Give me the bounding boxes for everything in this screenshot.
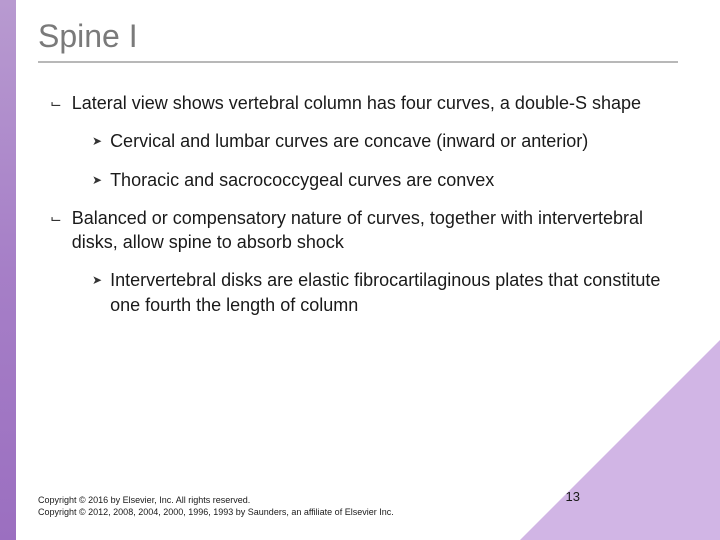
bullet-marker-lvl1: ⌙ [50, 95, 62, 115]
title-underline [38, 61, 678, 63]
copyright-line: Copyright © 2012, 2008, 2004, 2000, 1996… [38, 506, 394, 518]
bullet-item: ➤ Thoracic and sacrococcygeal curves are… [38, 168, 690, 192]
slide-content: Spine I ⌙ Lateral view shows vertebral c… [38, 18, 690, 520]
bullet-text: Lateral view shows vertebral column has … [72, 91, 641, 115]
slide-title: Spine I [38, 18, 690, 55]
left-accent-bar [0, 0, 16, 540]
bullet-marker-lvl2: ➤ [92, 134, 102, 153]
slide-footer: Copyright © 2016 by Elsevier, Inc. All r… [38, 489, 690, 518]
bullet-text: Balanced or compensatory nature of curve… [72, 206, 690, 255]
bullet-item: ➤ Intervertebral disks are elastic fibro… [38, 268, 690, 317]
bullet-marker-lvl2: ➤ [92, 173, 102, 192]
bullet-text: Cervical and lumbar curves are concave (… [110, 129, 588, 153]
bullet-item: ⌙ Lateral view shows vertebral column ha… [38, 91, 690, 115]
bullet-text: Intervertebral disks are elastic fibroca… [110, 268, 690, 317]
bullet-item: ⌙ Balanced or compensatory nature of cur… [38, 206, 690, 255]
bullet-text: Thoracic and sacrococcygeal curves are c… [110, 168, 494, 192]
bullet-item: ➤ Cervical and lumbar curves are concave… [38, 129, 690, 153]
bullet-marker-lvl2: ➤ [92, 273, 102, 317]
bullet-marker-lvl1: ⌙ [50, 210, 62, 255]
copyright-block: Copyright © 2016 by Elsevier, Inc. All r… [38, 494, 394, 518]
page-number: 13 [566, 489, 580, 504]
copyright-line: Copyright © 2016 by Elsevier, Inc. All r… [38, 494, 394, 506]
